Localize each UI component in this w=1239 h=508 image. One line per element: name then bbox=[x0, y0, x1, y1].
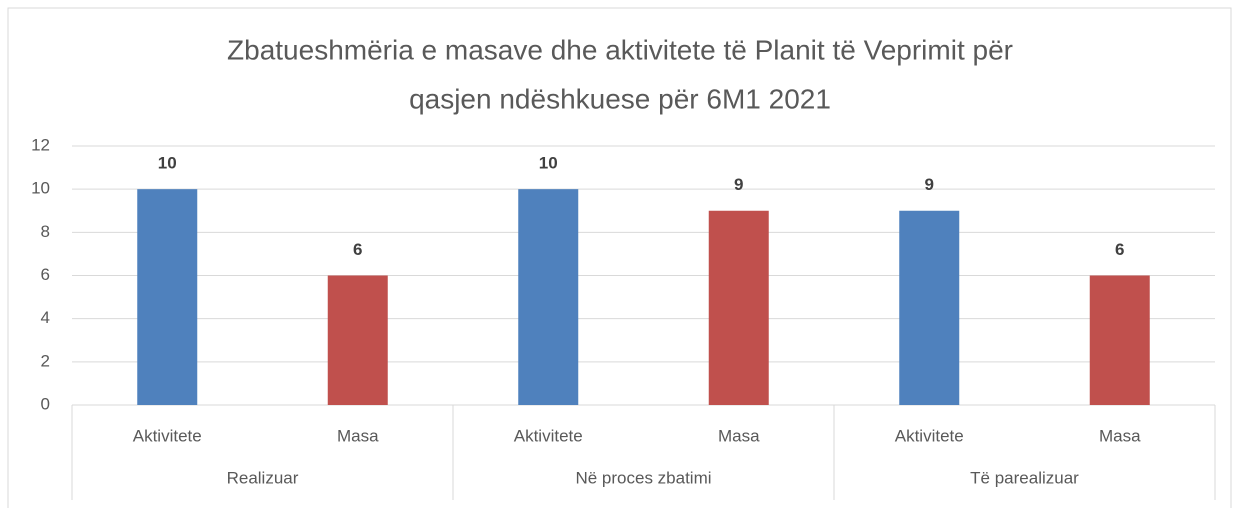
data-label: 9 bbox=[734, 175, 743, 194]
x-tick-label: Masa bbox=[337, 426, 379, 445]
data-label: 6 bbox=[1115, 240, 1124, 259]
y-tick-label: 12 bbox=[31, 135, 50, 154]
y-tick-label: 4 bbox=[41, 308, 50, 327]
x-tick-label: Masa bbox=[1099, 426, 1141, 445]
group-label: Në proces zbatimi bbox=[575, 468, 711, 487]
x-tick-label: Aktivitete bbox=[895, 426, 964, 445]
y-tick-label: 0 bbox=[41, 394, 50, 413]
bar bbox=[137, 189, 198, 405]
chart-title: qasjen ndëshkuese për 6M1 2021 bbox=[409, 83, 831, 114]
y-tick-label: 6 bbox=[41, 265, 50, 284]
y-tick-label: 2 bbox=[41, 351, 50, 370]
chart-title: Zbatueshmëria e masave dhe aktivitete të… bbox=[227, 34, 1013, 65]
data-label: 6 bbox=[353, 240, 362, 259]
bar bbox=[327, 275, 388, 405]
bar bbox=[899, 210, 960, 405]
y-tick-label: 8 bbox=[41, 222, 50, 241]
x-tick-label: Aktivitete bbox=[514, 426, 583, 445]
bar bbox=[518, 189, 579, 405]
y-tick-label: 10 bbox=[31, 179, 50, 198]
chart-border bbox=[7, 7, 1232, 508]
bar bbox=[1089, 275, 1150, 405]
data-label: 10 bbox=[158, 154, 177, 173]
group-label: Të parealizuar bbox=[970, 468, 1079, 487]
group-label: Realizuar bbox=[227, 468, 299, 487]
x-tick-label: Aktivitete bbox=[133, 426, 202, 445]
data-label: 9 bbox=[925, 175, 934, 194]
bar bbox=[708, 210, 769, 405]
data-label: 10 bbox=[539, 154, 558, 173]
x-tick-label: Masa bbox=[718, 426, 760, 445]
